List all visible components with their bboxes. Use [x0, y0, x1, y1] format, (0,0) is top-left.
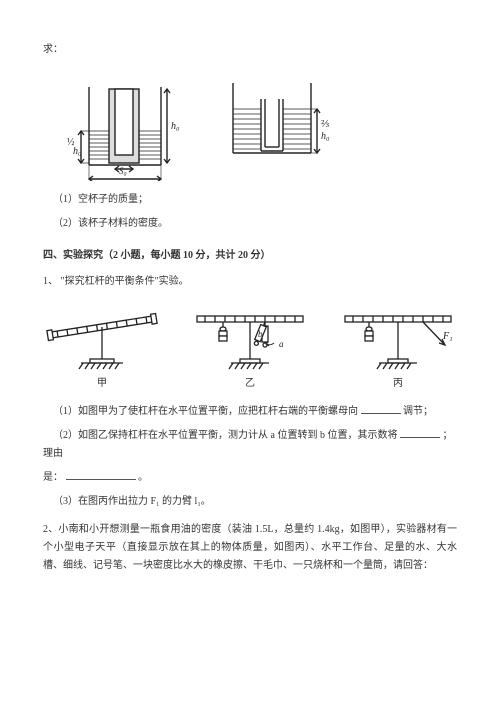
figure-lever-yi: b a 乙 [191, 301, 309, 393]
figure-lever-jia: 甲 [43, 301, 161, 393]
figure-row-containers: ½ h₀ h₀ S₀ 5S₀ [67, 69, 457, 181]
label-a: a [279, 339, 284, 349]
blank-3[interactable] [66, 470, 136, 480]
label-f1: F₁ [442, 331, 453, 342]
figure-row-levers: 甲 [43, 301, 457, 393]
label-h0: h₀ [171, 121, 180, 132]
problem-1: 1、 "探究杠杆的平衡条件"实验。 [43, 273, 457, 291]
svg-lever-jia [43, 301, 161, 373]
caption-yi: 乙 [191, 375, 309, 393]
svg-lever-bing: F₁ [339, 301, 457, 373]
label-half-h0: h₀ [73, 146, 82, 157]
lever-sub-1b: 调节； [403, 406, 433, 417]
prompt-qiu: 求： [43, 41, 457, 59]
label-2-3-h0: h₀ [321, 131, 330, 142]
svg-container-left: ½ h₀ h₀ S₀ 5S₀ [67, 69, 195, 181]
label-b: b [258, 329, 263, 339]
problem-2: 2、小南和小开想测量一瓶食用油的密度（装油 1.5L，总量约 1.4kg，如图甲… [43, 521, 457, 575]
lever-sub-1: （1）如图甲为了使杠杆在水平位置平衡，应把杠杆右端的平衡螺母向 调节； [43, 403, 457, 421]
caption-jia: 甲 [43, 375, 161, 393]
svg-container-right: ⅔ h₀ [221, 69, 341, 169]
caption-bing: 丙 [339, 375, 457, 393]
problem-1-num: 1、 [43, 276, 58, 287]
blank-1[interactable] [361, 404, 401, 414]
lever-sub-2d: 。 [138, 472, 148, 483]
figure-lever-bing: F₁ 丙 [339, 301, 457, 393]
lever-sub-3: （3）在图丙作出拉力 F₁ 的力臂 l₁。 [43, 493, 457, 511]
problem-2-num: 2、 [43, 524, 58, 535]
problem-1-text: "探究杠杆的平衡条件"实验。 [61, 276, 189, 287]
blank-2[interactable] [400, 428, 440, 438]
figure-container-right: ⅔ h₀ [221, 69, 341, 181]
lever-sub-2c: 是： [43, 472, 63, 483]
section-4-title: 四、实验探究（2 小题，每小题 10 分，共计 20 分） [43, 247, 457, 265]
lever-sub-2-line2: 是： 。 [43, 469, 457, 487]
lever-sub-1a: （1）如图甲为了使杠杆在水平位置平衡，应把杠杆右端的平衡螺母向 [53, 406, 358, 417]
sub-q2: （2）该杯子材料的密度。 [43, 215, 457, 233]
svg-text:⅔: ⅔ [321, 118, 329, 130]
problem-2-text: 小南和小开想测量一瓶食用油的密度（装油 1.5L，总量约 1.4kg，如图甲），… [43, 524, 457, 571]
label-s0: S₀ [119, 166, 127, 176]
lever-sub-2: （2）如图乙保持杠杆在水平位置平衡，测力计从 a 位置转到 b 位置，其示数将 … [43, 427, 457, 463]
svg-lever-yi: b a [191, 301, 309, 373]
sub-q1: （1）空杯子的质量； [43, 191, 457, 209]
lever-sub-2a: （2）如图乙保持杠杆在水平位置平衡，测力计从 a 位置转到 b 位置，其示数将 [53, 430, 397, 441]
figure-container-left: ½ h₀ h₀ S₀ 5S₀ [67, 69, 195, 181]
